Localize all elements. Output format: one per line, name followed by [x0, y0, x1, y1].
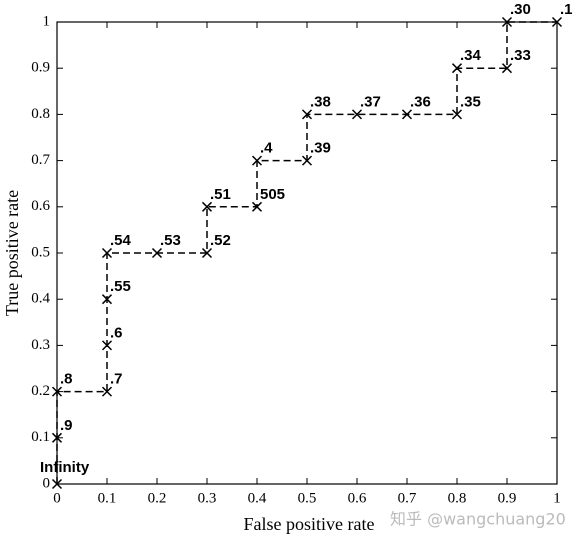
point-marker [301, 155, 313, 166]
point-marker [201, 247, 213, 259]
point-label: .35 [460, 93, 481, 110]
point-marker [101, 294, 113, 305]
x-tick-label: 0.3 [198, 490, 217, 506]
point-label: .33 [510, 47, 531, 64]
point-marker [451, 63, 463, 74]
y-tick-label: 0.3 [31, 337, 50, 353]
point-label: .53 [160, 232, 181, 249]
point-marker [151, 247, 163, 259]
y-tick-label: 0.6 [31, 198, 50, 214]
x-tick-label: 0 [53, 490, 61, 506]
point-marker [51, 386, 63, 397]
plot-frame [56, 21, 558, 485]
y-tick-label: 0.9 [31, 60, 50, 76]
point-label: .34 [460, 47, 482, 64]
y-tick-label: 0 [43, 475, 51, 491]
point-label: .30 [510, 1, 531, 18]
point-label: .8 [60, 371, 73, 388]
point-marker [101, 386, 113, 397]
y-tick-label: 0.1 [31, 429, 50, 445]
point-label: .37 [360, 93, 381, 110]
point-marker [51, 432, 63, 443]
y-axis-label: True positive rate [2, 190, 22, 316]
x-tick-label: 0.5 [298, 490, 317, 506]
point-marker [201, 201, 213, 212]
point-marker [351, 109, 363, 120]
point-label: .39 [310, 140, 331, 157]
point-marker [101, 340, 113, 351]
point-marker [501, 63, 513, 74]
y-tick-label: 1 [43, 13, 51, 29]
point-label: .6 [110, 324, 123, 341]
point-label: .51 [210, 186, 231, 203]
point-marker [101, 247, 113, 259]
x-tick-label: 0.6 [348, 490, 367, 506]
x-tick-label: 0.9 [498, 490, 517, 506]
x-tick-label: 0.2 [148, 490, 167, 506]
x-tick-label: 0.7 [398, 490, 417, 506]
point-label: .1 [560, 1, 573, 18]
point-label: .55 [110, 278, 131, 295]
point-marker [251, 155, 263, 166]
y-tick-label: 0.2 [31, 383, 50, 399]
point-label: .52 [210, 232, 231, 249]
y-tick-label: 0.5 [31, 244, 50, 260]
x-tick-label: 0.1 [98, 490, 117, 506]
point-label: .7 [110, 371, 123, 388]
x-tick-label: 1 [553, 490, 561, 506]
point-marker [501, 16, 513, 28]
point-marker [551, 16, 563, 28]
point-marker [401, 109, 413, 120]
point-label: .9 [60, 417, 73, 434]
point-marker [451, 109, 463, 120]
point-label: .54 [110, 232, 132, 249]
point-label: 505 [260, 186, 285, 203]
watermark: 知乎 @wangchuang20 [390, 510, 566, 529]
y-tick-label: 0.4 [31, 291, 50, 307]
point-label: Infinity [40, 459, 90, 476]
point-label: .38 [310, 93, 331, 110]
point-marker [51, 478, 63, 490]
x-axis-label: False positive rate [244, 514, 375, 534]
y-tick-label: 0.8 [31, 106, 50, 122]
x-tick-label: 0.4 [248, 490, 267, 506]
point-label: .4 [260, 140, 273, 157]
roc-line [56, 21, 557, 484]
point-marker [301, 109, 313, 120]
point-marker [251, 201, 263, 212]
point-label: .36 [410, 93, 431, 110]
x-tick-label: 0.8 [448, 490, 467, 506]
y-tick-label: 0.7 [31, 152, 50, 168]
